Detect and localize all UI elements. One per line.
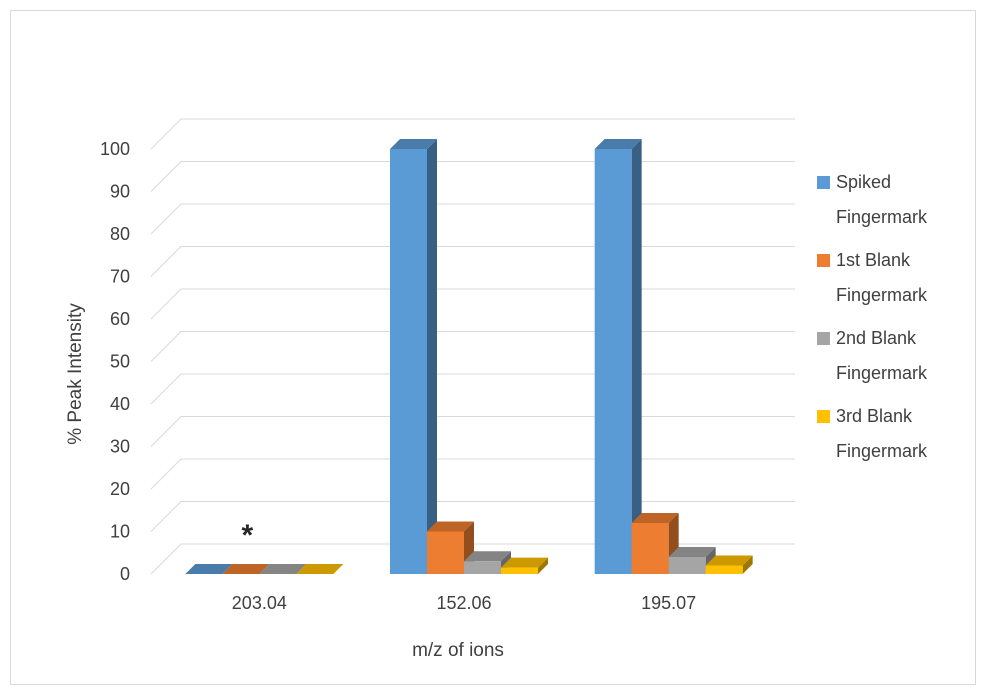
x-tick-label: 195.07 [641, 593, 696, 613]
bar [594, 139, 642, 574]
bar-top [185, 564, 233, 574]
bar-top [631, 513, 679, 523]
bar-top [222, 564, 270, 574]
bar-side [742, 555, 753, 574]
bar-side [427, 139, 437, 574]
y-tick-label: 80 [110, 224, 130, 244]
bar-top [427, 521, 474, 532]
bar-front [390, 149, 427, 574]
gridline [150, 543, 795, 575]
gridlines [150, 118, 795, 575]
y-tick-label: 0 [120, 564, 130, 584]
bar [390, 139, 437, 574]
legend-label: Fingermark [836, 207, 928, 227]
bar-front [427, 531, 464, 574]
y-tick-label: 10 [110, 522, 130, 542]
bar-front [705, 565, 743, 574]
legend-label: Fingermark [836, 285, 928, 305]
bar-front [668, 557, 706, 574]
legend-item: 1st Blank Fingermark [817, 250, 928, 305]
gridline [150, 501, 795, 532]
x-tick-label: 203.04 [232, 593, 287, 613]
gridline [150, 288, 795, 320]
x-axis-label: m/z of ions [412, 640, 504, 661]
gridline [150, 373, 795, 405]
y-tick-label: 90 [110, 182, 130, 202]
y-axis-ticks: 0 10 20 30 40 50 60 70 80 90 100 [100, 139, 130, 584]
annotations: * [241, 519, 253, 552]
legend-item: 2nd Blank Fingermark [817, 328, 928, 383]
gridline [150, 246, 795, 277]
bar-top [705, 555, 753, 566]
legend-item: Spiked Fingermark [817, 172, 928, 227]
bar-side [538, 557, 548, 574]
asterisk-annotation: * [241, 519, 253, 552]
gridline [150, 203, 795, 235]
bar [185, 564, 233, 574]
legend-item: 3rd Blank Fingermark [817, 406, 928, 461]
legend-label: Fingermark [836, 441, 928, 461]
x-tick-label: 152.06 [436, 593, 491, 613]
bar [259, 564, 307, 574]
legend-swatch [817, 332, 830, 345]
bar [705, 555, 753, 574]
legend-label: Fingermark [836, 363, 928, 383]
legend-label: Spiked [836, 172, 891, 192]
bar-top [259, 564, 307, 574]
y-tick-label: 20 [110, 479, 130, 499]
y-axis-label: % Peak Intensity [65, 303, 86, 445]
bar-top [390, 139, 437, 149]
bar [296, 564, 344, 574]
bars [185, 139, 753, 574]
bar-front [631, 523, 669, 574]
gridline [150, 416, 795, 447]
legend-label: 1st Blank [836, 250, 911, 270]
legend-swatch [817, 254, 830, 267]
y-tick-label: 100 [100, 139, 130, 159]
bar-top [668, 547, 716, 557]
bar-front [464, 561, 501, 574]
x-axis-ticks: 203.04 152.06 195.07 [232, 593, 696, 613]
bar-top [464, 551, 511, 562]
bar-side [631, 139, 642, 574]
y-tick-label: 50 [110, 352, 130, 372]
y-tick-label: 60 [110, 309, 130, 329]
gridline [150, 118, 795, 150]
chart-frame: 0 10 20 30 40 50 60 70 80 90 100 203.04 152.06 195.0… [10, 10, 976, 685]
legend-swatch [817, 176, 830, 189]
y-tick-label: 70 [110, 267, 130, 287]
bar-chart: 0 10 20 30 40 50 60 70 80 90 100 203.04 152.06 195.0… [65, 118, 928, 661]
legend-label: 3rd Blank [836, 406, 913, 426]
gridline [150, 161, 795, 192]
bar-top [296, 564, 344, 574]
gridline [150, 331, 795, 362]
y-tick-label: 40 [110, 394, 130, 414]
bar-top [501, 557, 548, 568]
bar-top [594, 139, 642, 149]
bar [222, 564, 270, 574]
legend-label: 2nd Blank [836, 328, 917, 348]
bar [501, 557, 548, 574]
y-tick-label: 30 [110, 437, 130, 457]
bar-front [501, 567, 538, 574]
gridline [150, 458, 795, 490]
bar-front [594, 149, 632, 574]
legend-swatch [817, 410, 830, 423]
